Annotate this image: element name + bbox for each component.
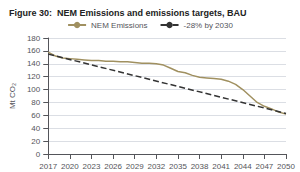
svg-text:120: 120 [27,72,41,81]
svg-text:100: 100 [27,85,41,94]
svg-text:Figure 30: NEM Emissions and: Figure 30: NEM Emissions and emissions t… [9,8,247,18]
svg-text:2050: 2050 [277,162,295,171]
svg-text:2044: 2044 [234,162,252,171]
svg-text:2032: 2032 [147,162,165,171]
svg-text:-28% by 2030: -28% by 2030 [184,21,234,30]
svg-text:180: 180 [27,34,41,43]
svg-text:160: 160 [27,46,41,55]
svg-text:Mt CO₂: Mt CO₂ [8,83,17,109]
svg-text:2017: 2017 [39,162,57,171]
svg-text:NEM Emissions: NEM Emissions [91,21,147,30]
svg-text:60: 60 [31,111,40,120]
svg-text:2041: 2041 [212,162,230,171]
svg-text:2035: 2035 [169,162,187,171]
svg-text:2029: 2029 [126,162,144,171]
svg-text:0: 0 [36,150,41,159]
svg-text:20: 20 [31,137,40,146]
svg-text:2023: 2023 [83,162,101,171]
svg-text:2026: 2026 [104,162,122,171]
svg-text:40: 40 [31,124,40,133]
svg-text:2038: 2038 [191,162,209,171]
svg-text:80: 80 [31,98,40,107]
svg-text:2047: 2047 [255,162,273,171]
svg-text:2020: 2020 [61,162,79,171]
svg-text:140: 140 [27,59,41,68]
